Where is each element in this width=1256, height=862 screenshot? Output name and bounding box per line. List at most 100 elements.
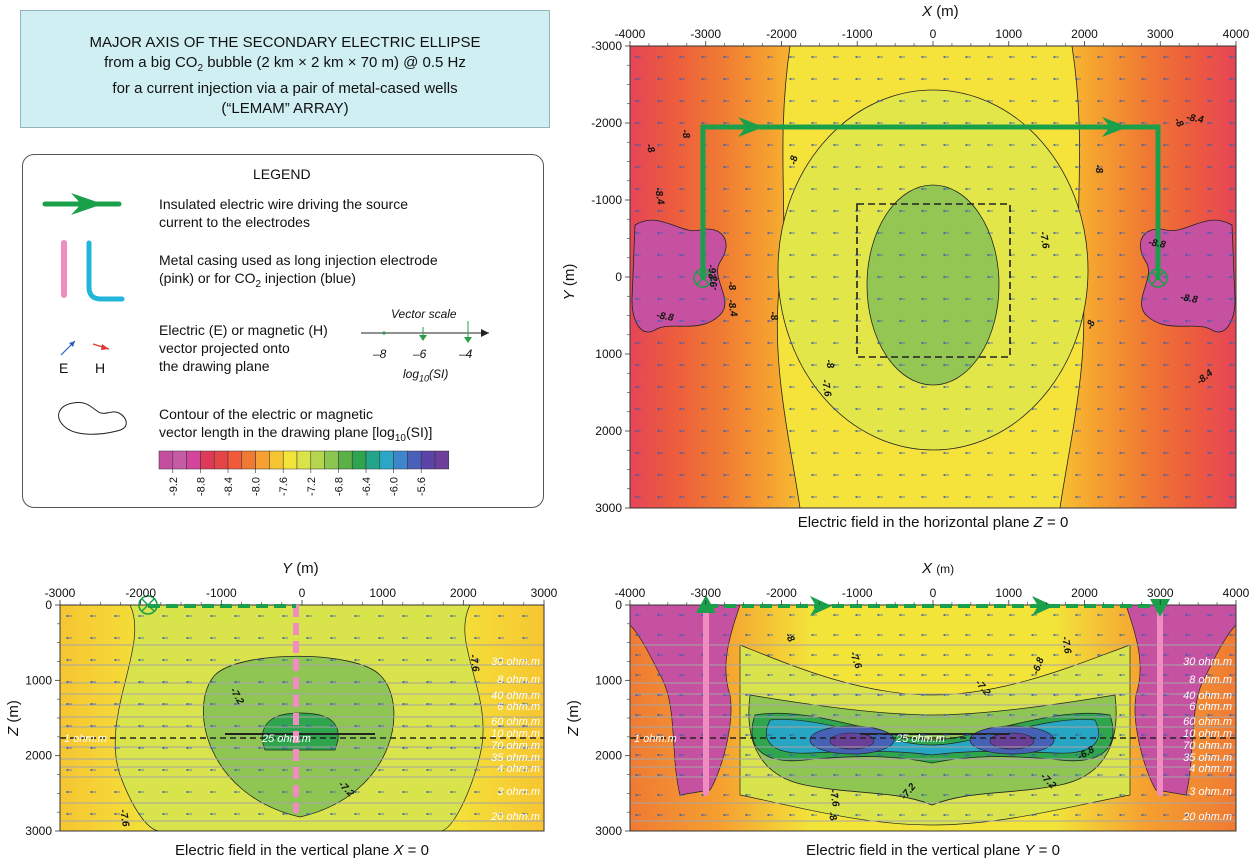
title-line-3: for a current injection via a pair of me…: [112, 80, 458, 97]
well-marker-left: [693, 268, 713, 288]
x-tick-label: 3000: [1147, 27, 1174, 41]
colorbar-swatch: [186, 450, 201, 470]
contour-label: -7.6: [1059, 636, 1073, 655]
contour-label: -8.8: [655, 310, 674, 324]
x-axis-title: Y (m): [282, 560, 319, 577]
figure-title-box: MAJOR AXIS OF THE SECONDARY ELECTRIC ELL…: [20, 10, 550, 128]
contour-label: -8: [788, 154, 800, 165]
contour-shape-icon: [58, 402, 127, 435]
colorbar-swatch: [379, 450, 394, 470]
y-axis: 0 1000 2000 3000: [595, 598, 630, 838]
layer-resistivity-label: 6 ohm.m: [1189, 701, 1232, 713]
x-tick-label: 0: [299, 586, 306, 600]
colorbar-swatch: [296, 450, 312, 470]
contour-label: -8: [643, 142, 657, 155]
layer-resistivity-label: 3 ohm.m: [497, 786, 540, 798]
colorbar-swatch: [213, 450, 229, 470]
resistivity-layer-lines: [60, 644, 544, 822]
x-tick-label: 4000: [1223, 27, 1250, 41]
vector-field-arrows: [635, 613, 1235, 817]
colorbar-swatch: [420, 450, 436, 470]
colorbar-tick-label: -9.2: [168, 477, 180, 496]
wire-arrow-icon: [42, 193, 122, 215]
layer-resistivity-label: 4 ohm.m: [1189, 763, 1232, 775]
vertical-plane-x0-panel: 30 ohm.m8 ohm.m40 ohm.m6 ohm.m60 ohm.m10…: [5, 560, 558, 859]
colorbar-swatch: [351, 450, 367, 470]
x-tick-label: 0: [930, 586, 937, 600]
legend-graphics: -9.2 -8.8 -8.4 -8.0 -7.6 -7.2 -6.8 -6.4 -6.0 -5.6: [42, 193, 489, 496]
colorbar-swatch: [282, 450, 298, 470]
colorbar-tick-label: -6.4: [361, 477, 373, 496]
vector-scale: [361, 321, 489, 343]
legend-box: -9.2 -8.8 -8.4 -8.0 -7.6 -7.2 -6.8 -6.4 -6.0 -5.6…: [22, 154, 544, 508]
contour-label: -8: [825, 810, 839, 823]
x-tick-label: 3000: [1147, 586, 1174, 600]
colorbar-swatch: [200, 450, 215, 470]
colorbar-tick-label: -6.0: [389, 477, 401, 496]
x-tick-label: 1000: [995, 586, 1022, 600]
layer-labels: 30 ohm.m 8 ohm.m 40 ohm.m6 ohm.m 60 ohm.m10…: [1182, 656, 1232, 823]
layer-resistivity-label: 10 ohm.m: [491, 728, 540, 740]
reservoir-center-label: 25 ohm.m: [895, 733, 945, 745]
x-tick-label: -1000: [842, 27, 873, 41]
x-tick-label: -2000: [766, 27, 797, 41]
panel-caption: Electric field in the vertical plane Y =…: [806, 842, 1060, 859]
legend-heading: LEGEND: [253, 166, 311, 182]
layer-resistivity-label: 20 ohm.m: [490, 811, 540, 823]
legend-e-label: E: [59, 360, 69, 376]
x-tick-label: 3000: [531, 586, 558, 600]
contour-label: -8: [767, 311, 779, 322]
colorbar-swatch: [255, 450, 270, 470]
title-line-1: MAJOR AXIS OF THE SECONDARY ELECTRIC ELL…: [89, 34, 481, 51]
layer-resistivity-label: 35 ohm.m: [1183, 752, 1232, 764]
y-tick-label: 1000: [595, 673, 622, 687]
vector-scale-unit: log10(SI): [403, 367, 449, 384]
layer-resistivity-label: 4 ohm.m: [497, 763, 540, 775]
colorbar-swatch: [158, 450, 174, 470]
contour-label: -8: [1084, 318, 1098, 331]
contour-label: -8.4: [652, 187, 666, 206]
layer-resistivity-label: 8 ohm.m: [1189, 674, 1232, 686]
well-marker-right: [1148, 268, 1168, 288]
layer-resistivity-label: 6 ohm.m: [497, 701, 540, 713]
y-axis: -3000 -2000 -1000 0 1000 2000 3000: [591, 39, 630, 515]
colorbar-swatch: [241, 450, 256, 470]
colorbar-swatch: [172, 450, 187, 470]
source-wire: [700, 117, 1161, 280]
x-tick-label: -3000: [690, 586, 721, 600]
well-marker: [138, 595, 158, 615]
vector-field-arrows: [635, 55, 1235, 499]
contour-label: -9.2: [707, 272, 721, 291]
layer-resistivity-label: 10 ohm.m: [1183, 728, 1232, 740]
x-tick-label: -4000: [615, 27, 646, 41]
title-line-4: (“LEMAM” ARRAY): [221, 100, 349, 117]
x-axis: -4000 -3000 -2000 -1000 0 1000 2000 3000 4000: [615, 586, 1250, 605]
legend-h-label: H: [95, 360, 106, 376]
layer-resistivity-label: 20 ohm.m: [1182, 811, 1232, 823]
colorbar-swatch: [393, 450, 408, 470]
x-axis-title: X (m): [921, 3, 959, 20]
y-tick-label: 2000: [595, 424, 622, 438]
colorbar-swatch: [324, 450, 339, 470]
x-axis: -3000 -2000 -1000 0 1000 2000 3000: [45, 586, 558, 605]
contour-label: -8.4: [1185, 112, 1204, 126]
contour-label: -8.4: [725, 299, 739, 318]
x-tick-label: -3000: [45, 586, 76, 600]
vector-scale-tick-3: –4: [459, 347, 473, 361]
y-tick-label: -2000: [591, 116, 622, 130]
reservoir-center-label: 25 ohm.m: [261, 733, 311, 745]
colorbar-tick-label: -5.6: [416, 477, 428, 496]
panel-caption: Electric field in the horizontal plane Z…: [798, 514, 1069, 530]
y-tick-label: 3000: [595, 824, 622, 838]
contour-label: -7.6: [117, 809, 131, 828]
contour-label: -9.2: [705, 264, 719, 283]
colorbar-tick-label: -8.0: [251, 477, 263, 496]
vector-scale-tick-2: –6: [413, 347, 427, 361]
layer-resistivity-label: 30 ohm.m: [1183, 656, 1232, 668]
blue-casing-icon: [86, 240, 125, 302]
contour-label: -8: [823, 359, 835, 370]
y-axis: 0 1000 2000 3000: [25, 598, 60, 838]
contour-label: -7.6: [467, 654, 481, 673]
colorbar-swatch: [434, 450, 450, 470]
vertical-plane-y0-panel: 30 ohm.m8 ohm.m40 ohm.m6 ohm.m60 ohm.m10…: [565, 560, 1250, 859]
